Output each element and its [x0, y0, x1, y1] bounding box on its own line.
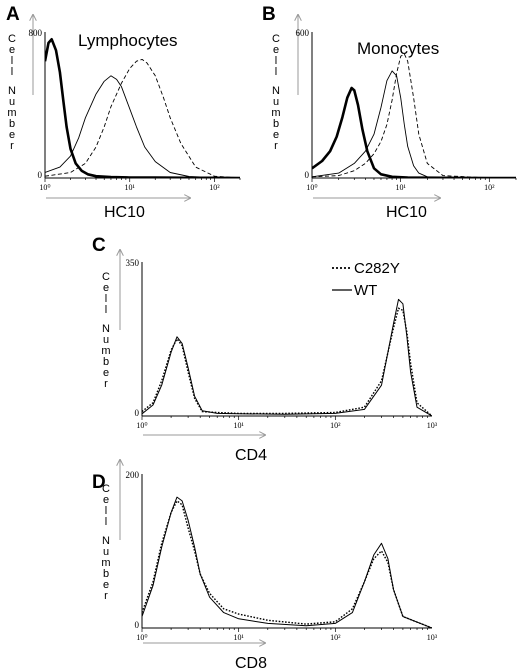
- x-tick-label: 10²: [209, 183, 220, 192]
- series-line-dashed: [45, 58, 240, 178]
- x-tick-label: 10³: [427, 421, 438, 430]
- y-min-label: 0: [135, 620, 140, 630]
- y-axis-label-letter: N: [102, 535, 110, 547]
- series-line-thin: [312, 70, 516, 178]
- legend-label-c282y: C282Y: [354, 260, 400, 277]
- series-line-thin: [45, 75, 240, 178]
- y-axis-label-letter: r: [104, 590, 108, 602]
- y-axis-label-letter: N: [8, 85, 16, 97]
- series-line-dashed: [312, 53, 516, 178]
- x-tick-label: 10²: [484, 183, 495, 192]
- y-axis-label-letter: u: [273, 96, 279, 108]
- x-tick-label: 10²: [330, 633, 341, 642]
- y-axis-label-letter: C: [102, 483, 110, 495]
- chart-title: Monocytes: [357, 39, 439, 58]
- y-axis-label-letter: N: [102, 323, 110, 335]
- y-max-label: 350: [126, 258, 140, 268]
- y-axis-label-letter: e: [9, 44, 15, 56]
- y-axis-label-letter: e: [103, 494, 109, 506]
- x-axis-label: HC10: [386, 204, 427, 221]
- y-axis-label-letter: r: [274, 140, 278, 152]
- panel-letter: C: [92, 235, 106, 256]
- y-min-label: 0: [305, 170, 310, 180]
- chart-title: Lymphocytes: [78, 31, 178, 50]
- y-axis-label-letter: l: [275, 55, 277, 67]
- x-tick-label: 10¹: [125, 183, 136, 192]
- y-axis-label-letter: u: [103, 334, 109, 346]
- y-axis-label-letter: m: [271, 107, 280, 119]
- y-axis-label-letter: m: [101, 557, 110, 569]
- y-axis-label-letter: l: [275, 66, 277, 78]
- y-axis-label-letter: r: [10, 140, 14, 152]
- y-max-label: 200: [126, 470, 140, 480]
- x-axis-label: CD4: [235, 447, 267, 464]
- y-axis-label-letter: b: [103, 356, 109, 368]
- y-axis-label-letter: C: [102, 271, 110, 283]
- series-line-c282y: [142, 307, 432, 416]
- y-max-label: 600: [296, 28, 310, 38]
- y-axis-label-letter: e: [103, 579, 109, 591]
- x-axis-label: CD8: [235, 655, 267, 670]
- series-line-c282y: [142, 500, 432, 628]
- y-axis-label-letter: m: [7, 107, 16, 119]
- x-tick-label: 10¹: [395, 183, 406, 192]
- y-min-label: 0: [38, 170, 43, 180]
- y-axis-label-letter: l: [11, 55, 13, 67]
- y-axis-label-letter: N: [272, 85, 280, 97]
- y-axis-label-letter: e: [103, 282, 109, 294]
- y-axis-label-letter: b: [9, 118, 15, 130]
- x-tick-label: 10¹: [233, 421, 244, 430]
- y-axis-label-letter: l: [105, 304, 107, 316]
- y-axis-label-letter: b: [273, 118, 279, 130]
- legend: C282Y WT: [332, 260, 400, 299]
- y-axis-label-letter: e: [273, 44, 279, 56]
- y-axis-label-letter: r: [104, 378, 108, 390]
- x-tick-label: 10⁰: [39, 183, 50, 192]
- y-axis-label-letter: l: [105, 516, 107, 528]
- y-axis-label-letter: l: [105, 505, 107, 517]
- panel-letter: A: [6, 4, 20, 25]
- x-tick-label: 10²: [330, 421, 341, 430]
- y-axis-label-letter: l: [105, 293, 107, 305]
- y-axis-label-letter: e: [103, 367, 109, 379]
- y-max-label: 800: [29, 28, 43, 38]
- x-tick-label: 10⁰: [136, 633, 147, 642]
- y-axis-label-letter: C: [8, 33, 16, 45]
- y-axis-label-letter: e: [9, 129, 15, 141]
- y-axis-label-letter: C: [272, 33, 280, 45]
- y-min-label: 0: [135, 408, 140, 418]
- x-tick-label: 10³: [427, 633, 438, 642]
- x-tick-label: 10⁰: [136, 421, 147, 430]
- series-line-wt: [142, 496, 432, 628]
- panel-letter: B: [262, 4, 276, 25]
- y-axis-label-letter: u: [9, 96, 15, 108]
- y-axis-label-letter: m: [101, 345, 110, 357]
- y-axis-label-letter: b: [103, 568, 109, 580]
- x-axis-label: HC10: [104, 204, 145, 221]
- x-tick-label: 10¹: [233, 633, 244, 642]
- y-axis-label-letter: l: [11, 66, 13, 78]
- y-axis-label-letter: u: [103, 546, 109, 558]
- series-line-wt: [142, 298, 432, 416]
- panel-letter: D: [92, 472, 106, 493]
- series-line-thick: [312, 86, 516, 178]
- x-tick-label: 10⁰: [306, 183, 317, 192]
- y-axis-label-letter: e: [273, 129, 279, 141]
- legend-label-wt: WT: [354, 282, 377, 299]
